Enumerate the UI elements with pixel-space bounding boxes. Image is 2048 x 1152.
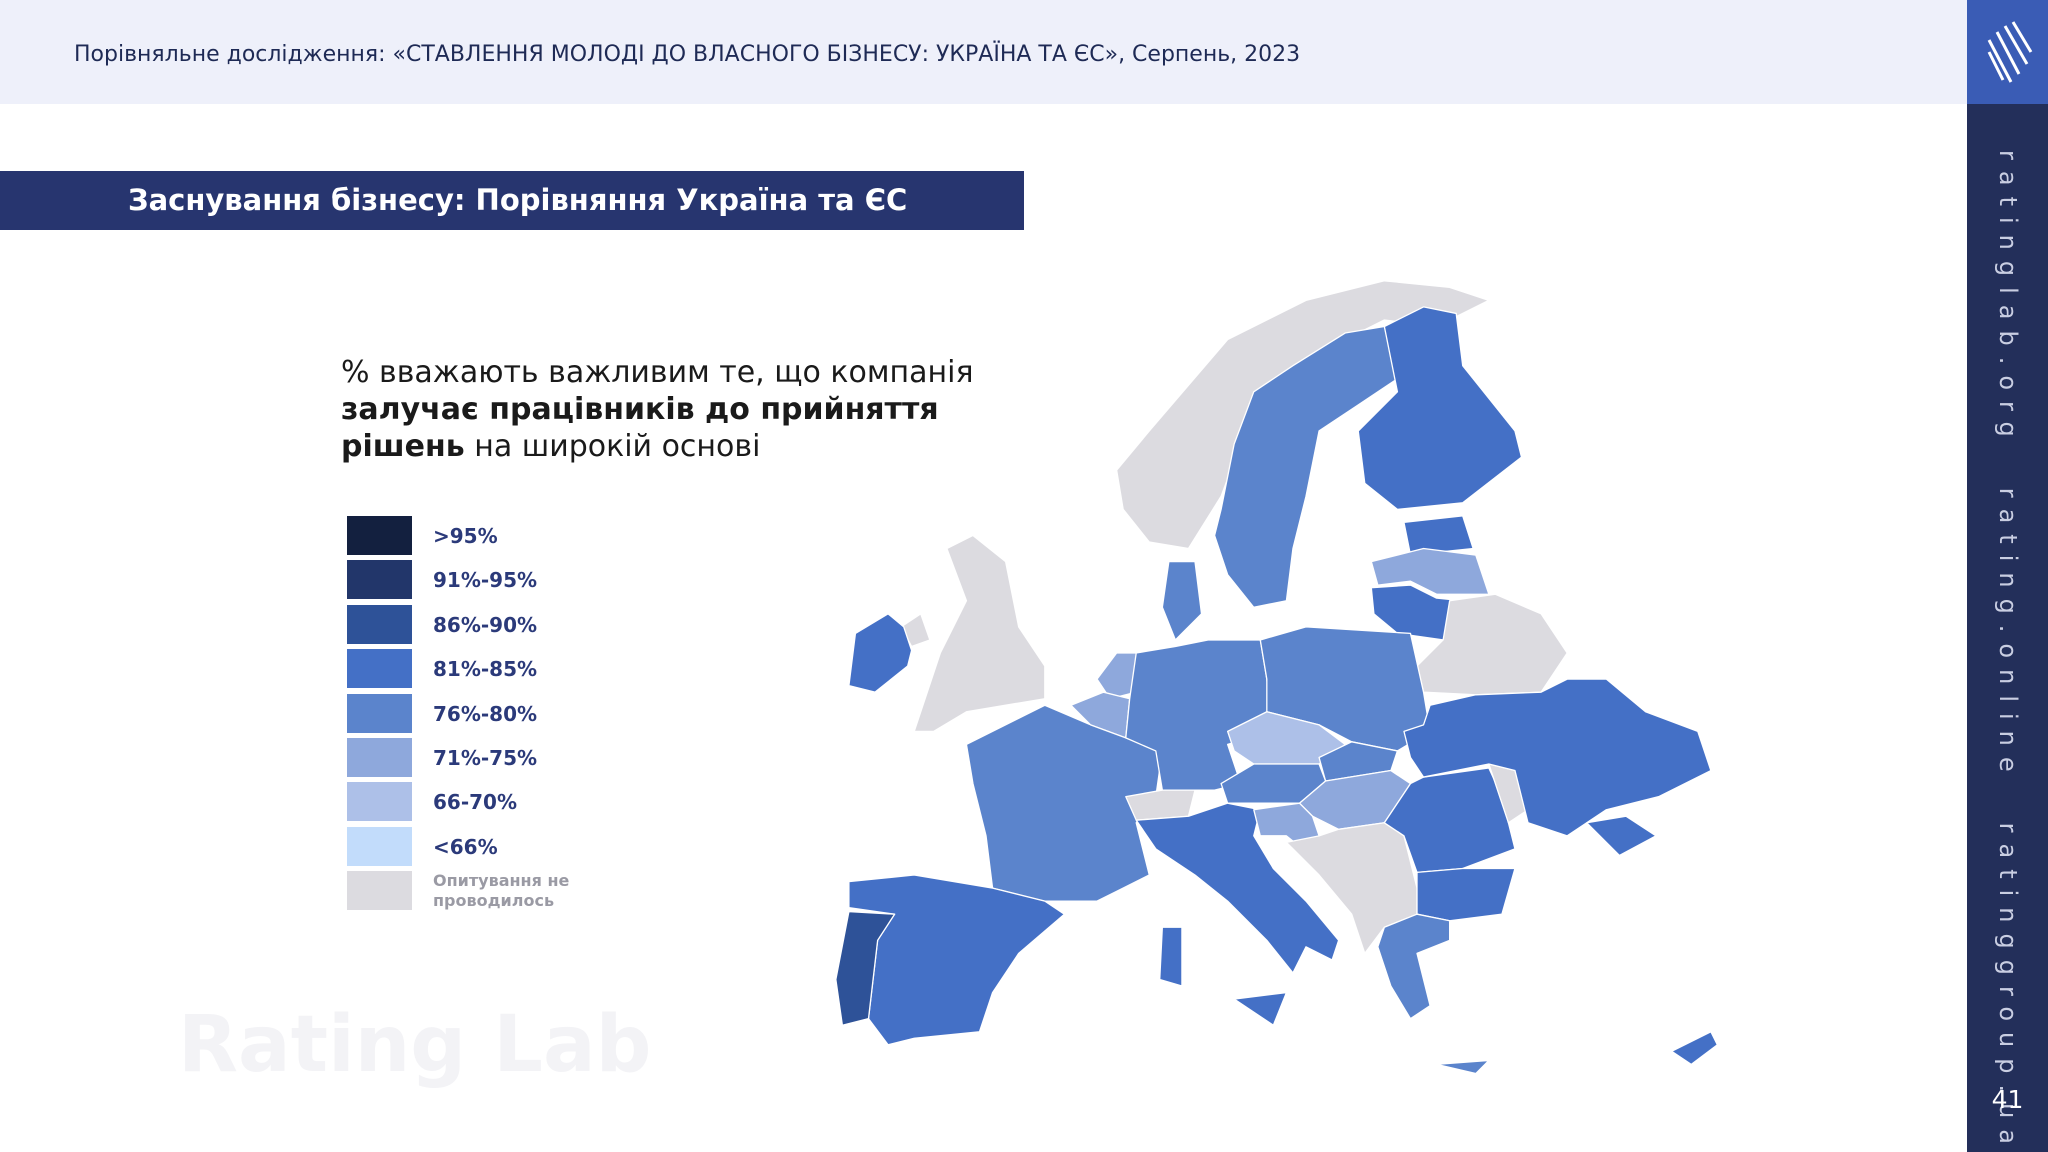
legend-label: <66%: [433, 834, 498, 859]
legend-swatch: [347, 826, 412, 866]
legend-label: 76%-80%: [433, 701, 538, 726]
section-bar: Заснування бізнесу: Порівняння Україна т…: [0, 171, 1024, 230]
country: [848, 874, 1066, 1046]
country: [1096, 652, 1144, 700]
legend-swatch: [347, 737, 412, 777]
country: [835, 910, 896, 1026]
logo: [1967, 0, 2048, 104]
sidebar-text: ratinglab.org rating.online ratinggroup.ua: [1994, 150, 2022, 1152]
country: [1285, 822, 1418, 955]
site: ratinggroup.ua: [1994, 823, 2022, 1152]
country: [1416, 867, 1516, 922]
country: [1125, 639, 1275, 791]
country: [1377, 913, 1451, 1020]
legend-label: >95%: [433, 524, 498, 548]
legend-label: 81%-85%: [433, 657, 538, 682]
country: [1403, 678, 1712, 837]
country: [1383, 767, 1516, 874]
page-number: 41: [1991, 1085, 2024, 1114]
country: [1161, 560, 1203, 641]
subtitle-text: % вважають важливим те, що компанія: [341, 355, 974, 390]
sidebar-links: ratinglab.org rating.online ratinggroup.ua: [1994, 150, 2022, 1152]
logo-mark: [1987, 21, 2033, 83]
site: ratinglab.org: [1994, 150, 2022, 448]
country: [1226, 711, 1346, 765]
header-title: Порівняльне дослідження: «СТАВЛЕННЯ МОЛО…: [74, 42, 1301, 67]
country: [1435, 1059, 1490, 1075]
country: [1488, 763, 1529, 824]
country: [965, 704, 1163, 902]
country: [1259, 626, 1431, 752]
legend-label: 71%-75%: [433, 745, 538, 770]
legend-label: 91%-95%: [433, 568, 538, 593]
watermark: Rating Lab: [178, 1000, 652, 1090]
legend-swatch: [347, 871, 412, 911]
country: [1403, 515, 1474, 556]
country: [1370, 584, 1464, 641]
legend-label: Опитування не проводилось: [433, 871, 570, 911]
legend-label: 66-70%: [433, 790, 518, 815]
legend-swatch: [347, 560, 412, 600]
country: [1135, 802, 1340, 974]
country: [1671, 1031, 1719, 1066]
country: [1213, 325, 1399, 608]
country: [1370, 547, 1490, 595]
country: [1586, 815, 1657, 857]
site: rating.online: [1994, 488, 2022, 783]
country: [1115, 280, 1490, 550]
country: [848, 613, 913, 693]
country: [1357, 306, 1523, 510]
legend-swatch: [347, 782, 412, 822]
legend-swatch: [347, 693, 412, 733]
country: [1220, 763, 1327, 804]
legend-swatch: [347, 649, 412, 689]
country: [1159, 926, 1183, 987]
country: [1253, 802, 1346, 863]
legend-swatch: [347, 516, 412, 555]
subtitle-text: на широкій основі: [464, 429, 761, 464]
country: [1125, 789, 1196, 821]
legend-swatch: [347, 604, 412, 644]
country: [1233, 991, 1288, 1026]
country: [900, 613, 931, 648]
country: [1298, 769, 1412, 830]
country: [1416, 593, 1568, 696]
country: [1318, 741, 1399, 782]
country: [1070, 691, 1131, 739]
sidebar: ratinglab.org rating.online ratinggroup.ua: [1967, 0, 2048, 1152]
header: Порівняльне дослідження: «СТАВЛЕННЯ МОЛО…: [0, 0, 1967, 104]
subtitle-bold: залучає працівників до прийняття рішень: [341, 392, 939, 464]
country: [913, 534, 1046, 733]
section-title: Заснування бізнесу: Порівняння Україна т…: [128, 183, 908, 217]
subtitle: % вважають важливим те, що компанія залу…: [341, 354, 1001, 465]
legend-label: 86%-90%: [433, 612, 538, 637]
